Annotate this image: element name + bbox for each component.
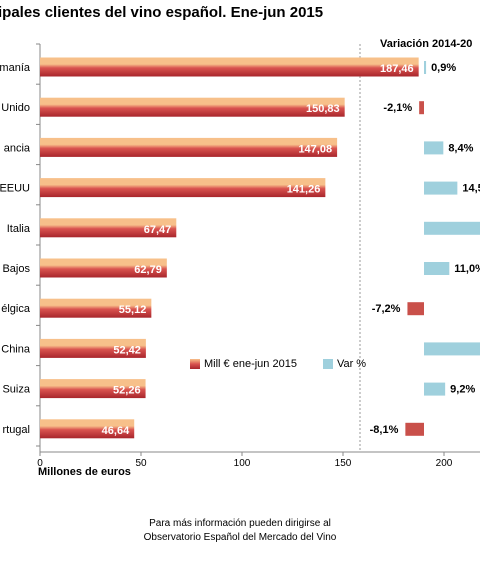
- legend-item-sales: Mill € ene-jun 2015: [190, 358, 297, 370]
- category-label: Suiza: [2, 384, 30, 396]
- legend-label-var: Var %: [336, 358, 367, 370]
- x-tick-label: 200: [436, 458, 453, 469]
- variation-bar: [424, 181, 458, 195]
- variation-bar: [424, 342, 480, 356]
- x-tick-label: 50: [135, 458, 147, 469]
- category-label: élgica: [1, 303, 31, 315]
- variation-header: Variación 2014-20: [380, 38, 473, 50]
- sales-bar-label: 55,12: [119, 304, 147, 316]
- sales-bar-label: 141,26: [287, 184, 321, 196]
- sales-bar-label: 187,46: [380, 63, 414, 75]
- sales-bar-label: 52,42: [113, 344, 141, 356]
- variation-label: -8,1%: [370, 424, 399, 436]
- sales-bar: [40, 298, 152, 318]
- variation-bar: [424, 382, 446, 396]
- sales-bar: [40, 57, 419, 77]
- x-tick-label: 100: [234, 458, 251, 469]
- variation-bar: [405, 422, 424, 436]
- sales-bar-label: 67,47: [144, 224, 172, 236]
- footnote-line-1: Para más información pueden dirigirse al: [149, 518, 331, 529]
- sales-bar: [40, 419, 135, 439]
- variation-label: 14,5: [462, 183, 480, 195]
- sales-bar: [40, 379, 146, 399]
- legend-item-var: Var %: [322, 358, 367, 370]
- sales-bar: [40, 97, 345, 117]
- footnote-line-2: Observatorio Español del Mercado del Vin…: [143, 532, 337, 543]
- variation-bar: [424, 141, 444, 155]
- x-tick-label: 0: [37, 458, 43, 469]
- x-axis-title: Millones de euros: [38, 466, 131, 478]
- variation-bar: [424, 61, 427, 74]
- variation-label: -7,2%: [372, 303, 401, 315]
- sales-bar-label: 147,08: [298, 143, 332, 155]
- sales-bar-label: 62,79: [134, 264, 162, 276]
- category-label: Unido: [1, 102, 30, 114]
- legend-label-sales: Mill € ene-jun 2015: [204, 358, 297, 370]
- legend-swatch-var: [322, 359, 333, 369]
- bar-chart: 0 50 100 150 200 manía 187,46 0,9% Unido 150,83 -2…: [0, 43, 480, 469]
- footnote: Para más información pueden dirigirse al…: [0, 517, 480, 545]
- sales-bar-label: 150,83: [306, 103, 340, 115]
- sales-bar-label: 46,64: [102, 425, 130, 437]
- variation-label: -2,1%: [383, 102, 412, 114]
- variation-label: 8,4%: [448, 142, 473, 154]
- sales-bar: [40, 218, 177, 238]
- variation-label: 9,2%: [450, 384, 475, 396]
- legend-swatch-sales: [190, 359, 200, 369]
- category-label: China: [1, 343, 31, 355]
- variation-label: 0,9%: [431, 62, 456, 74]
- variation-bar: [419, 101, 424, 115]
- sales-bar: [40, 178, 326, 198]
- variation-bar: [424, 262, 450, 275]
- sales-bar: [40, 258, 167, 278]
- sales-bar: [40, 338, 146, 358]
- legend: Mill € ene-jun 2015 Var %: [190, 358, 386, 370]
- category-label: manía: [0, 62, 31, 74]
- sales-bar-label: 52,26: [113, 385, 141, 397]
- chart-title: ipales clientes del vino español. Ene-ju…: [0, 4, 324, 21]
- category-label: ancia: [4, 142, 31, 154]
- category-label: Bajos: [2, 263, 30, 275]
- sales-bar: [40, 137, 338, 157]
- x-tick-label: 150: [335, 458, 352, 469]
- variation-bar: [407, 302, 424, 316]
- variation-bar: [424, 221, 480, 235]
- variation-label: 11,0%: [454, 263, 480, 275]
- category-label: EEUU: [0, 183, 30, 195]
- category-label: Italia: [7, 223, 31, 235]
- category-label: rtugal: [2, 424, 30, 436]
